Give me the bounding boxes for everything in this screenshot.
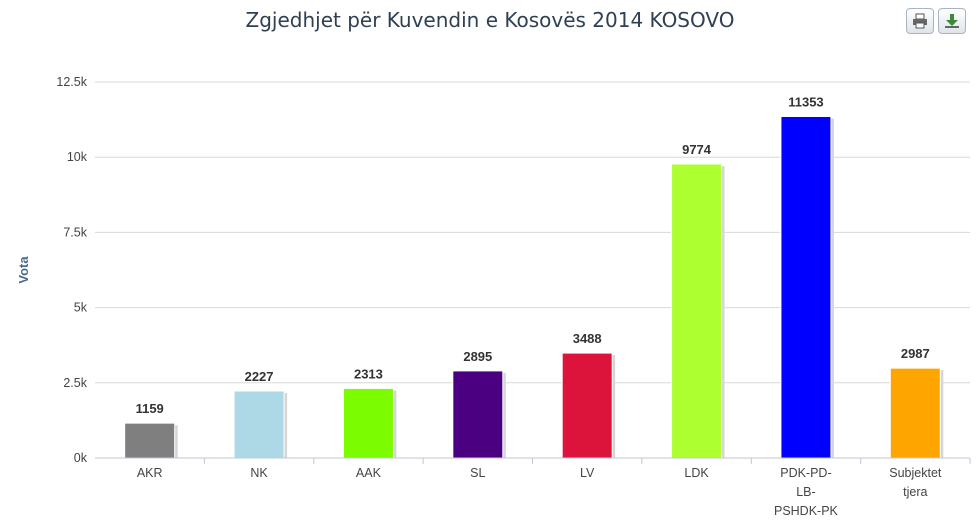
download-icon [945,14,959,28]
data-label: 11353 [788,95,823,110]
print-button[interactable] [906,8,934,34]
chart-title: Zgjedhjet për Kuvendin e Kosovës 2014 KO… [245,8,735,32]
x-tick-label: LV [580,466,595,480]
y-axis-title: Vota [16,256,31,284]
y-axis-ticks: 0k 2.5k 5k 7.5k 10k 12.5k [56,75,87,465]
data-label: 3488 [573,331,602,346]
data-label: 1159 [136,401,164,416]
x-tick-label: LDK [684,466,709,480]
y-tick-label: 7.5k [63,225,87,239]
x-tick-label: AAK [356,466,382,480]
data-label: 9774 [682,142,712,157]
data-label: 2227 [245,369,274,384]
y-tick-label: 12.5k [56,75,87,89]
y-tick-label: 10k [67,150,88,164]
y-tick-label: 2.5k [63,376,87,390]
export-button[interactable] [938,8,966,34]
bar[interactable] [561,352,613,459]
y-tick-label: 0k [74,451,88,465]
printer-icon [913,13,927,29]
data-label: 2987 [901,346,930,361]
x-tick-label: LB- [796,485,815,499]
gridlines [95,81,970,384]
data-label: 2313 [354,366,383,381]
x-axis-labels: AKR NK AAK SL LV LDK PDK-PD- LB- PSHDK-PK Subjekt… [137,458,971,518]
bar[interactable] [124,422,176,459]
bar[interactable] [780,116,832,459]
x-tick-label: tjera [903,485,927,499]
x-tick-label: NK [250,466,268,480]
bar[interactable] [342,387,394,459]
bar[interactable] [889,367,941,459]
data-label: 2895 [463,349,492,364]
bar[interactable] [233,390,285,459]
bar[interactable] [671,163,723,459]
x-tick-label: AKR [137,466,163,480]
bars: 1159 2227 2313 2895 3488 9774 11353 2987 [124,95,944,459]
x-tick-label: Subjektet [889,466,942,480]
y-tick-label: 5k [74,301,88,315]
x-tick-label: PDK-PD- [780,466,831,480]
x-tick-label: PSHDK-PK [774,504,839,518]
bar[interactable] [452,370,504,459]
x-tick-label: SL [470,466,485,480]
